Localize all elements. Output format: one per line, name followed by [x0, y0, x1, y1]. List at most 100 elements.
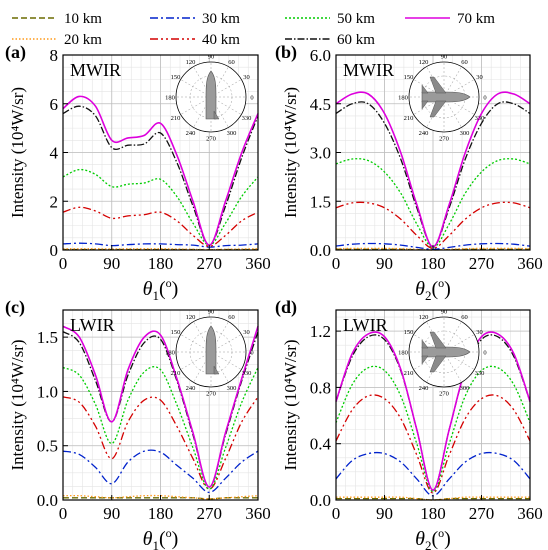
- y-tick-label: 0: [50, 241, 59, 260]
- x-tick-label: 90: [376, 504, 393, 523]
- panel-letter: (b): [275, 42, 297, 63]
- polar-angle-label: 60: [461, 59, 468, 66]
- polar-angle-label: 330: [475, 115, 485, 122]
- series-line: [335, 365, 531, 493]
- polar-angle-label: 330: [242, 115, 252, 122]
- x-axis-label: θ2(o): [415, 276, 451, 303]
- polar-angle-label: 180: [165, 350, 175, 357]
- polar-angle-label: 150: [404, 329, 414, 336]
- polar-angle-label: 30: [476, 74, 483, 81]
- x-tick-label: 270: [197, 254, 223, 273]
- y-tick-label: 0.4: [310, 435, 332, 454]
- legend-item: 40 km: [150, 32, 240, 48]
- y-tick-label: 8: [50, 46, 59, 65]
- series-line: [63, 497, 258, 500]
- series-line: [336, 497, 530, 501]
- aircraft-tail: [421, 84, 429, 110]
- x-axis-label: θ1(o): [143, 276, 179, 303]
- legend-label: 60 km: [337, 32, 375, 48]
- series-line: [62, 366, 259, 490]
- polar-angle-label: 0: [483, 350, 486, 357]
- series-line: [62, 449, 259, 494]
- y-tick-label: 1.5: [37, 328, 58, 347]
- x-tick-label: 180: [420, 254, 446, 273]
- polar-angle-label: 180: [165, 95, 175, 102]
- aircraft-fuselage: [205, 70, 217, 120]
- polar-angle-label: 30: [243, 329, 250, 336]
- polar-angle-label: 300: [460, 130, 470, 137]
- aircraft-icon: [205, 70, 220, 120]
- polar-angle-label: 150: [171, 329, 181, 336]
- x-tick-label: 270: [469, 254, 495, 273]
- aircraft-icon: [421, 331, 471, 373]
- series-line: [62, 242, 259, 248]
- series-line: [336, 248, 530, 251]
- x-tick-label: 90: [376, 254, 393, 273]
- panel-d: 0 90 180 270 360 0.0 0.4 0.8 1.2 θ2(o) Intensity (…: [275, 297, 543, 550]
- x-tick-label: 90: [103, 504, 120, 523]
- y-tick-label: 3.0: [310, 144, 331, 163]
- legend-label: 40 km: [202, 32, 240, 48]
- polar-angle-label: 120: [419, 314, 429, 321]
- polar-angle-label: 30: [476, 329, 483, 336]
- panels: 0 90 180 270 360 0 2 4 6 8 θ1(o) Intensity (10⁴W/sr…: [5, 42, 543, 550]
- polar-angle-label: 270: [206, 136, 216, 143]
- y-axis-label: Intensity (10⁴W/sr): [281, 87, 300, 218]
- band-label: LWIR: [70, 315, 115, 335]
- aircraft-wings: [429, 76, 447, 118]
- polar-angle-label: 300: [227, 385, 237, 392]
- legend-item: 30 km: [150, 11, 240, 27]
- aircraft-tail: [421, 339, 429, 365]
- legend-label: 30 km: [202, 11, 240, 27]
- polar-angle-label: 90: [208, 309, 215, 316]
- polar-angle-label: 240: [186, 385, 196, 392]
- legend-item: 50 km: [285, 11, 375, 27]
- series-line: [62, 105, 259, 246]
- y-axis-label: Intensity (10⁴W/sr): [8, 87, 27, 218]
- polar-angle-label: 180: [398, 95, 408, 102]
- polar-angle-label: 90: [208, 54, 215, 61]
- x-tick-label: 270: [469, 504, 495, 523]
- polar-angle-label: 90: [441, 309, 448, 316]
- aircraft-icon: [421, 76, 471, 118]
- polar-angle-label: 270: [206, 391, 216, 398]
- x-tick-label: 0: [59, 254, 68, 273]
- polar-angle-label: 60: [228, 314, 235, 321]
- polar-angle-label: 210: [404, 115, 414, 122]
- polar-angle-label: 300: [227, 130, 237, 137]
- series-line: [62, 206, 259, 247]
- x-axis-label: θ1(o): [143, 526, 179, 550]
- panel-letter: (d): [275, 297, 297, 318]
- legend-label: 20 km: [64, 32, 102, 48]
- legend-label: 50 km: [337, 11, 375, 27]
- aircraft-tail: [213, 365, 220, 375]
- x-tick-label: 0: [332, 254, 341, 273]
- polar-angle-label: 60: [228, 59, 235, 66]
- x-tick-label: 0: [332, 504, 341, 523]
- polar-angle-label: 240: [186, 130, 196, 137]
- legend-item: 60 km: [285, 32, 375, 48]
- y-tick-label: 6: [50, 95, 59, 114]
- series-line: [335, 201, 531, 250]
- polar-angle-label: 210: [404, 370, 414, 377]
- series-line: [62, 396, 259, 490]
- legend-label: 70 km: [457, 11, 495, 27]
- y-axis-label: Intensity (10⁴W/sr): [8, 339, 27, 470]
- panel-b: 0 90 180 270 360 0.0 1.5 3.0 4.5 6.0 θ2(o) Intensit…: [275, 42, 543, 303]
- y-tick-label: 0.0: [37, 491, 58, 510]
- polar-angle-label: 0: [250, 350, 253, 357]
- series-line: [336, 496, 530, 501]
- aircraft-tail: [213, 110, 220, 120]
- aircraft-wings: [429, 331, 447, 373]
- x-tick-label: 0: [59, 504, 68, 523]
- series-line: [62, 168, 259, 246]
- panel-letter: (a): [5, 42, 26, 63]
- aircraft-fuselage: [421, 346, 471, 358]
- polar-angle-label: 300: [460, 385, 470, 392]
- band-label: MWIR: [343, 60, 394, 80]
- polar-angle-label: 180: [398, 350, 408, 357]
